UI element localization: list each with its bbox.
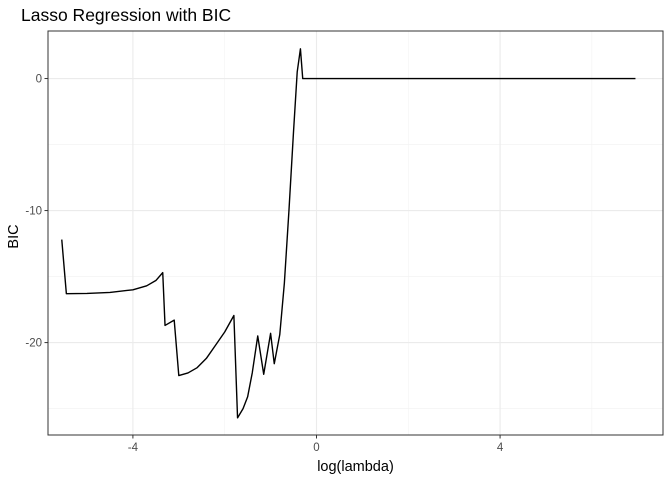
x-tick-label: -4 [128,442,139,454]
x-tick-label: 4 [497,442,504,454]
chart-title: Lasso Regression with BIC [21,5,231,25]
series-layer [61,48,636,419]
minor-gridlines [48,31,663,435]
y-tick-label: 0 [36,74,42,86]
y-tick-label: -20 [25,338,42,350]
x-axis-title: log(lambda) [317,459,394,475]
x-axis: -4 0 4 [128,435,504,454]
bic-series-line [61,48,636,419]
y-tick-label: -10 [25,206,42,218]
panel-border [47,30,664,436]
x-tick-label: 0 [313,442,319,454]
y-axis: 0 -10 -20 [25,74,48,350]
y-axis-title: BIC [6,224,22,248]
